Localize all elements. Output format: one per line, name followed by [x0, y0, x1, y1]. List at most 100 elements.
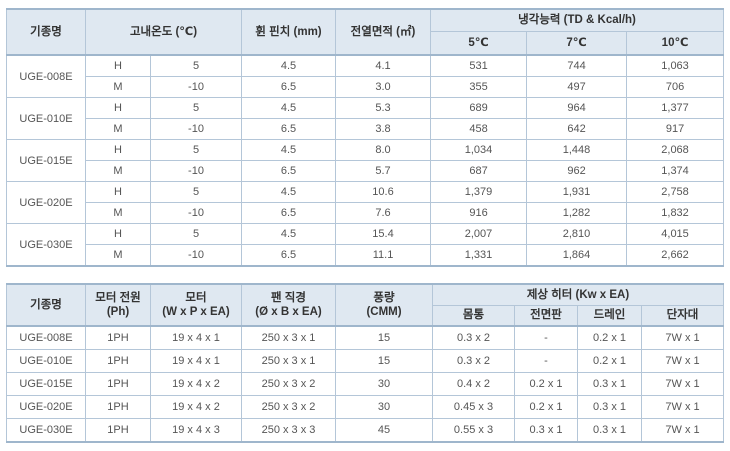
data-cell: 6.5: [241, 118, 337, 140]
header-text: 전면판: [530, 309, 562, 322]
model-cell: UGE-010E: [6, 97, 86, 140]
header-cell: 전면판: [514, 304, 578, 327]
data-cell: M: [85, 118, 151, 140]
header-cell: 몸통: [432, 304, 515, 327]
data-cell: 4.5: [241, 54, 337, 77]
data-cell: 706: [626, 76, 725, 98]
header-cell: 기종명: [6, 8, 86, 56]
data-cell: 250 x 3 x 1: [241, 325, 336, 350]
header-cell: 팬 직경 (Ø x B x EA): [241, 283, 336, 327]
data-cell: 5.3: [335, 97, 432, 119]
data-cell: 744: [526, 54, 628, 77]
data-row: UGE-030E H 5 4.5 15.4 2,007 2,810 4,015: [6, 223, 725, 267]
data-cell: 0.3 x 1: [514, 418, 578, 443]
data-cell: 250 x 3 x 3: [241, 418, 336, 443]
header-cell: 제상 히터 (Kw x EA): [431, 283, 725, 306]
table-header: 기종명 고내온도 (℃) 휜 핀치 (mm) 전열면적 (㎡) 냉각능력 (TD & K…: [6, 8, 725, 56]
data-cell: 7W x 1: [640, 395, 725, 419]
header-text: 냉각능력 (TD & Kcal/h): [518, 14, 636, 27]
data-cell: 6.5: [241, 160, 337, 182]
data-row: UGE-020E H 5 4.5 10.6 1,379 1,931 2,758: [6, 181, 725, 224]
header-text: 전열면적 (㎡): [350, 26, 416, 38]
header-cell: 모터 전원 (Ph): [85, 283, 151, 327]
data-row: M -10 6.5 3.8 458 642 917: [7, 118, 725, 140]
data-cell: 2,810: [526, 223, 628, 245]
header-cell: 10℃: [626, 30, 725, 56]
data-cell: 7W x 1: [640, 349, 725, 373]
data-cell: 687: [430, 160, 528, 182]
data-cell: 1,331: [430, 244, 528, 267]
data-cell: 1,832: [626, 202, 725, 224]
data-cell: 7W x 1: [640, 372, 725, 396]
data-cell: H: [85, 139, 151, 161]
data-cell: 4.1: [335, 54, 432, 77]
header-text: 7℃: [566, 36, 587, 49]
data-cell: 6.5: [241, 76, 337, 98]
data-cell: -10: [149, 76, 243, 98]
data-cell: -: [514, 349, 578, 373]
data-cell: 250 x 3 x 2: [241, 395, 336, 419]
header-text: (CMM): [366, 306, 402, 318]
data-row: UGE-015E H 5 4.5 8.0 1,034 1,448 2,068: [6, 139, 725, 182]
data-cell: 11.1: [335, 244, 432, 267]
header-cell: 풍량 (CMM): [335, 283, 433, 327]
data-cell: 0.2 x 1: [577, 349, 642, 373]
data-cell: 8.0: [335, 139, 432, 161]
data-cell: 1,282: [526, 202, 628, 224]
data-cell: 0.2 x 1: [514, 372, 578, 396]
data-cell: 531: [430, 54, 528, 77]
data-cell: 7W x 1: [640, 418, 725, 443]
header-cell: 휜 핀치 (mm): [241, 8, 337, 56]
data-cell: H: [85, 181, 151, 203]
data-cell: 250 x 3 x 1: [241, 349, 336, 373]
data-cell: -10: [149, 160, 243, 182]
data-cell: 1PH: [85, 349, 151, 373]
model-cell: UGE-030E: [6, 223, 86, 267]
data-cell: 4.5: [241, 181, 337, 203]
header-text: 휜 핀치 (mm): [255, 26, 322, 38]
data-cell: M: [85, 202, 151, 224]
data-cell: 1,379: [430, 181, 528, 203]
data-row: M -10 6.5 11.1 1,331 1,864 2,662: [7, 244, 725, 267]
data-cell: 4.5: [241, 223, 337, 245]
data-cell: 2,758: [626, 181, 725, 203]
data-cell: 1,864: [526, 244, 628, 267]
data-cell: 4,015: [626, 223, 725, 245]
data-cell: 3.0: [335, 76, 432, 98]
header-cell: 전열면적 (㎡): [335, 8, 432, 56]
header-row: 기종명 모터 전원 (Ph) 모터 (W x P x EA) 팬 직경 (Ø x B x E…: [6, 283, 725, 327]
data-cell: H: [85, 97, 151, 119]
data-row: UGE-015E 1PH 19 x 4 x 2 250 x 3 x 2 30 0.4 x …: [6, 372, 725, 396]
data-cell: 0.3 x 2: [432, 349, 515, 373]
table-body: UGE-008E 1PH 19 x 4 x 1 250 x 3 x 1 15 0.3 x …: [6, 325, 725, 443]
header-cell: 기종명: [6, 283, 86, 327]
header-cell: 단자대: [640, 304, 725, 327]
data-row: UGE-030E 1PH 19 x 4 x 3 250 x 3 x 3 45 0.55 x…: [6, 418, 725, 443]
data-cell: H: [85, 54, 151, 77]
header-text: 기종명: [30, 299, 62, 311]
data-cell: 5.7: [335, 160, 432, 182]
data-cell: 1PH: [85, 418, 151, 443]
data-cell: M: [85, 76, 151, 98]
data-row: M -10 6.5 7.6 916 1,282 1,832: [7, 202, 725, 224]
data-cell: 15: [335, 349, 433, 373]
model-cell: UGE-010E: [6, 349, 86, 373]
header-row: 몸통 전면판 드레인 단자대: [7, 304, 725, 327]
data-cell: 0.3 x 2: [432, 325, 515, 350]
data-row: UGE-008E 1PH 19 x 4 x 1 250 x 3 x 1 15 0.3 x …: [6, 325, 725, 350]
data-cell: 2,662: [626, 244, 725, 267]
cooling-table: 기종명 고내온도 (℃) 휜 핀치 (mm) 전열면적 (㎡) 냉각능력 (TD & K…: [6, 8, 725, 267]
header-cell: 고내온도 (℃): [84, 8, 243, 56]
data-row: UGE-020E 1PH 19 x 4 x 2 250 x 3 x 2 30 0.45 x…: [6, 395, 725, 419]
data-row: UGE-010E H 5 4.5 5.3 689 964 1,377: [6, 97, 725, 140]
data-cell: 1,063: [626, 54, 725, 77]
motor-table: 기종명 모터 전원 (Ph) 모터 (W x P x EA) 팬 직경 (Ø x B x E…: [6, 283, 725, 443]
data-cell: -: [514, 325, 578, 350]
model-cell: UGE-015E: [6, 139, 86, 182]
data-cell: 497: [526, 76, 628, 98]
data-cell: 0.55 x 3: [432, 418, 515, 443]
data-cell: 15.4: [335, 223, 432, 245]
data-cell: 30: [335, 372, 433, 396]
data-cell: 5: [149, 139, 243, 161]
data-cell: 0.3 x 1: [577, 418, 642, 443]
